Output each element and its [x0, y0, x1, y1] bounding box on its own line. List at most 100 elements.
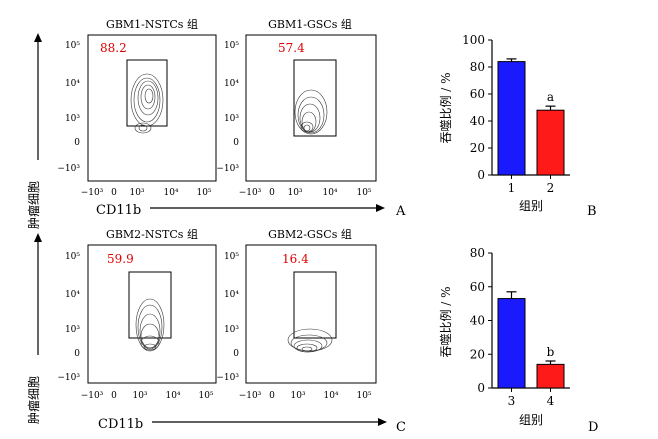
- bar-chart-b: 0 20 40 60 80 100 1 2 a 组别 吞噬比例 / %: [438, 33, 570, 213]
- significance-label: a: [547, 90, 554, 104]
- y-axis-label: 吞噬比例 / %: [438, 72, 453, 143]
- x-tick-label: 0: [111, 391, 117, 401]
- gate-percent: 59.9: [107, 252, 134, 266]
- y-tick-label: −10³: [57, 164, 80, 174]
- x-tick-label: 10⁵: [356, 188, 371, 198]
- y-tick-label: −10³: [216, 164, 239, 174]
- contour-density: [287, 328, 333, 353]
- flow-y-axis-label-row2: 肿瘤细胞: [26, 233, 42, 424]
- flow-panel-4: GBM2-GSCs 组 16.4: [245, 227, 377, 384]
- y-tick-label: 10⁵: [65, 41, 80, 51]
- flow-y-axis-label-row1: 肿瘤细胞: [26, 33, 42, 229]
- y-tick-label: 10⁴: [224, 290, 239, 300]
- y-tick-label: 60: [470, 280, 485, 294]
- y-axis-label: 肿瘤细胞: [26, 376, 41, 424]
- flow-panel-title: GBM1-NSTCs 组: [106, 17, 198, 31]
- gate-box: [293, 59, 337, 137]
- y-tick-label: 80: [470, 60, 485, 74]
- y-tick-label: −10³: [57, 373, 80, 383]
- x-tick-label: 10⁴: [322, 188, 337, 198]
- x-axis-label: CD11b: [98, 417, 143, 432]
- contour-density: [294, 89, 328, 135]
- y-tick-label: 10³: [224, 114, 239, 124]
- x-tick-label: −10³: [81, 391, 104, 401]
- y-tick-label: 10⁴: [65, 290, 80, 300]
- gate-percent: 88.2: [100, 41, 127, 55]
- flow-panel-title: GBM2-GSCs 组: [268, 227, 352, 241]
- x-tick-label: 10³: [287, 188, 302, 198]
- y-tick-label: 10⁴: [65, 79, 80, 89]
- panel-letter-b: B: [587, 204, 597, 219]
- flow-plot-frame: [245, 34, 377, 182]
- y-tick-label: 20: [470, 347, 485, 361]
- x-tick-label: 10⁵: [198, 391, 213, 401]
- y-tick-label: 60: [470, 87, 485, 101]
- y-tick-label: 10⁵: [65, 252, 80, 262]
- flow-panel-title: GBM2-NSTCs 组: [106, 227, 198, 241]
- x-tick-label: 0: [111, 188, 117, 198]
- y-tick-label: 80: [470, 246, 485, 260]
- y-tick-label: 100: [462, 33, 485, 47]
- x-axis-label: 组别: [519, 199, 543, 213]
- x-tick-label: 10⁴: [163, 188, 178, 198]
- contour-density: [130, 73, 164, 134]
- y-axis-label: 吞噬比例 / %: [438, 286, 453, 357]
- x-tick-label: 10⁴: [323, 391, 338, 401]
- gate-percent: 57.4: [278, 41, 305, 55]
- x-tick-label: 4: [547, 394, 555, 408]
- y-tick-label: 0: [477, 168, 485, 182]
- x-axis-label: 组别: [519, 413, 543, 427]
- x-tick-label: 10⁵: [356, 391, 371, 401]
- y-tick-label: 10³: [65, 325, 80, 335]
- bar: [536, 109, 565, 176]
- x-tick-label: 10³: [129, 188, 144, 198]
- x-tick-label: 10³: [132, 391, 147, 401]
- x-tick-label: 10⁵: [196, 188, 211, 198]
- flow-plot-frame: [87, 244, 217, 384]
- flow-panel-2: GBM1-GSCs 组 57.4: [245, 17, 377, 182]
- x-tick-label: 3: [508, 394, 516, 408]
- x-tick-label: −10³: [239, 188, 262, 198]
- flow-panel-1: GBM1-NSTCs 组 88.2: [87, 17, 217, 182]
- flow-plot-frame: [245, 244, 377, 384]
- x-tick-label: −10³: [239, 391, 262, 401]
- flow-axis-ticks: 10⁵ 10⁴ 10³ 0 −10³ 10⁵ 10⁴ 10³ 0 −10³ −1…: [57, 41, 372, 401]
- y-tick-label: −10³: [216, 373, 239, 383]
- panel-letter-d: D: [588, 420, 598, 435]
- y-tick-label: 40: [470, 114, 485, 128]
- x-tick-label: 0: [269, 188, 275, 198]
- bar: [497, 61, 526, 176]
- y-tick-label: 0: [233, 138, 239, 148]
- panel-letter-c: C: [396, 420, 406, 435]
- y-tick-label: 0: [233, 349, 239, 359]
- gate-percent: 16.4: [282, 252, 309, 266]
- y-tick-label: 10⁴: [224, 79, 239, 89]
- y-tick-label: 40: [470, 314, 485, 328]
- y-axis-label: 肿瘤细胞: [26, 181, 41, 229]
- flow-plot-frame: [87, 34, 217, 182]
- y-tick-label: 10³: [65, 114, 80, 124]
- flow-x-axis-label-row1: CD11b: [96, 203, 385, 218]
- x-tick-label: 1: [508, 181, 516, 195]
- x-tick-label: −10³: [81, 188, 104, 198]
- flow-panel-3: GBM2-NSTCs 组 59.9: [87, 227, 217, 384]
- gate-box: [293, 271, 337, 339]
- x-tick-label: 2: [547, 181, 555, 195]
- x-tick-label: 0: [269, 391, 275, 401]
- y-tick-label: 0: [477, 381, 485, 395]
- contour-density: [135, 298, 165, 352]
- x-tick-label: 10³: [290, 391, 305, 401]
- x-tick-label: 10⁴: [165, 391, 180, 401]
- gate-box: [128, 271, 172, 339]
- y-tick-label: 10⁵: [224, 252, 239, 262]
- x-axis-label: CD11b: [96, 203, 141, 218]
- flow-panel-title: GBM1-GSCs 组: [268, 17, 352, 31]
- y-tick-label: 10⁵: [224, 41, 239, 51]
- y-tick-label: 20: [470, 141, 485, 155]
- flow-x-axis-label-row2: CD11b: [98, 417, 387, 432]
- panel-letter-a: A: [395, 204, 406, 219]
- bar: [497, 298, 526, 389]
- y-tick-label: 0: [74, 349, 80, 359]
- gate-box: [126, 59, 168, 127]
